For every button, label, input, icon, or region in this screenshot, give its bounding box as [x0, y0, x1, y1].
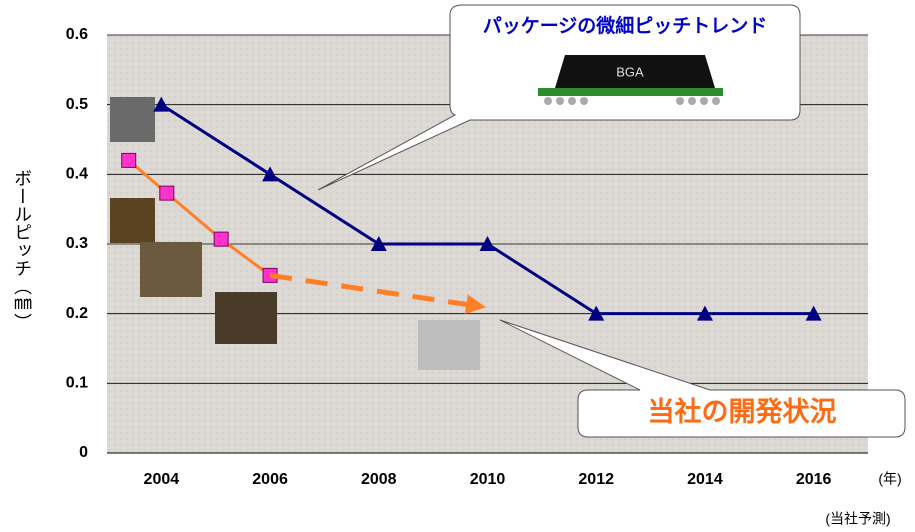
- package-label: BGA: [616, 64, 644, 79]
- point: [214, 232, 228, 246]
- y-tick-label: 0.1: [66, 375, 88, 392]
- x-tick-label: 2006: [252, 471, 288, 488]
- x-tick-label: 2010: [470, 471, 506, 488]
- y-tick-label: 0: [79, 444, 88, 461]
- x-tick-label: 2012: [578, 471, 614, 488]
- x-tick-label: 2008: [361, 471, 397, 488]
- point: [122, 153, 136, 167]
- x-unit: (年): [878, 471, 901, 487]
- x-tick-label: 2014: [687, 471, 723, 488]
- status-text: 当社の開発状況: [648, 396, 837, 427]
- x-tick-label: 2004: [144, 471, 180, 488]
- chart: ボールピッチ（㎜） (年) (当社予測) パッケージの微細ピッチトレンド BGA…: [0, 0, 915, 532]
- y-tick-label: 0.2: [66, 305, 88, 322]
- y-tick-label: 0.6: [66, 26, 88, 43]
- point: [160, 186, 174, 200]
- note: (当社予測): [825, 511, 890, 527]
- y-tick-label: 0.5: [66, 96, 88, 113]
- callout-title: パッケージの微細ピッチトレンド: [483, 14, 768, 37]
- y-tick-label: 0.3: [66, 235, 88, 252]
- y-tick-label: 0.4: [66, 166, 88, 183]
- y-axis-label: ボールピッチ（㎜）: [12, 169, 32, 331]
- x-tick-label: 2016: [796, 471, 832, 488]
